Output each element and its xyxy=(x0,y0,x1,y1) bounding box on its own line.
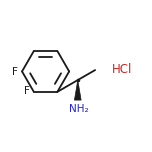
Text: HCl: HCl xyxy=(111,63,132,76)
Polygon shape xyxy=(74,80,81,100)
Text: F: F xyxy=(24,86,30,96)
Text: NH₂: NH₂ xyxy=(69,104,88,114)
Text: F: F xyxy=(12,67,18,77)
